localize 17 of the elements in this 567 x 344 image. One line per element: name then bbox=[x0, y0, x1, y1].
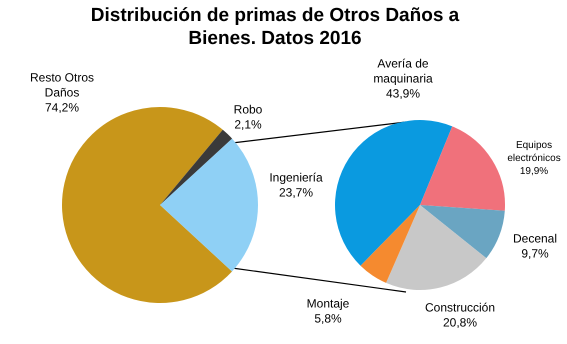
data-label: 9,7% bbox=[521, 246, 549, 260]
slice-label: Decenal bbox=[512, 231, 558, 246]
slice-label: Avería de maquinaria bbox=[373, 56, 434, 86]
slice-label: Robo bbox=[234, 102, 263, 116]
slice-label: Equipos electrónicos bbox=[507, 140, 561, 164]
slice-label: Ingeniería bbox=[269, 170, 324, 184]
data-label: 5,8% bbox=[314, 311, 342, 326]
slice-label: Montaje bbox=[306, 296, 350, 310]
chart-title: Distribución de primas de Otros Daños a Bienes. Datos 2016 bbox=[90, 4, 460, 50]
data-label: 19,9% bbox=[520, 166, 548, 177]
data-label: 2,1% bbox=[234, 117, 262, 132]
data-label: 74,2% bbox=[44, 100, 80, 114]
slice-label: Resto Otros Daños bbox=[30, 70, 94, 100]
slice-label: Construcción bbox=[424, 300, 496, 314]
data-label: 23,7% bbox=[278, 185, 314, 200]
data-label: 20,8% bbox=[442, 315, 478, 330]
data-label: 43,9% bbox=[386, 86, 420, 100]
